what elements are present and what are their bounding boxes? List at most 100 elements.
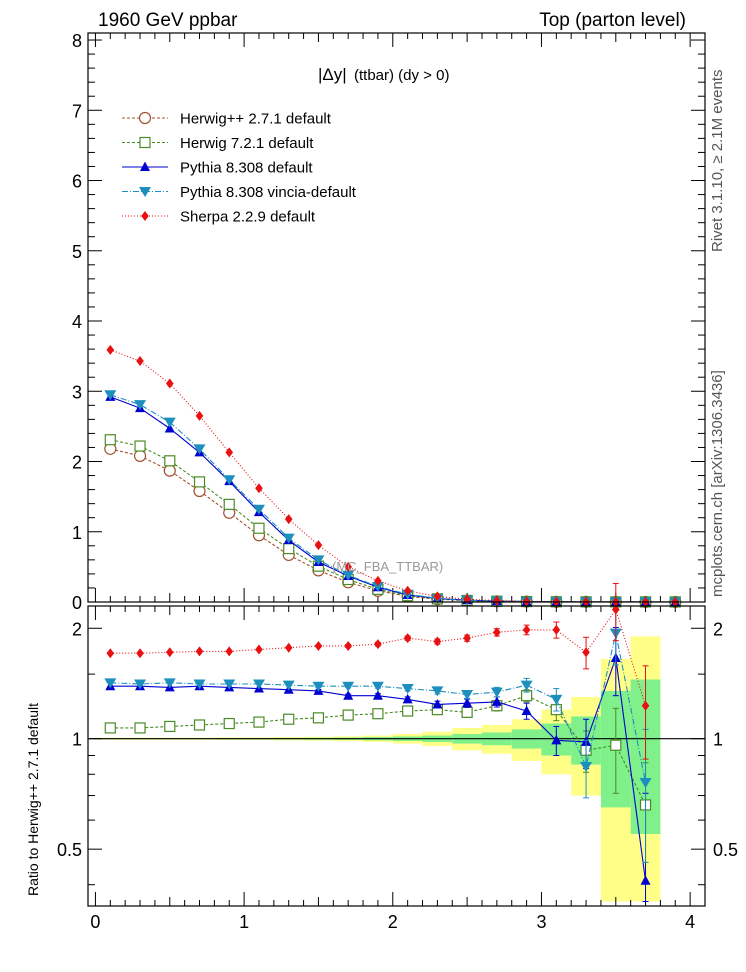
ratio-point (252, 679, 265, 690)
series-line (110, 394, 676, 603)
ratio-point (165, 647, 174, 658)
series-line (110, 439, 676, 603)
legend-entry-herwig-7-2-1-default: Herwig 7.2.1 default (122, 135, 314, 152)
ratio-point (582, 647, 590, 658)
legend-marker (141, 211, 149, 221)
ratio-point (342, 709, 354, 721)
data-point (403, 585, 412, 596)
data-point (134, 400, 147, 411)
y-tick-label: 3 (72, 382, 82, 402)
ratio-point (195, 646, 204, 657)
y-tick-label: 4 (72, 312, 82, 332)
ratio-point (225, 646, 234, 657)
main-plot-frame (87, 32, 706, 603)
data-point (314, 540, 323, 551)
ratio-point (461, 706, 473, 718)
ratio-point (104, 678, 117, 689)
data-point (255, 483, 263, 494)
main-plot: 0 1 2 3 4 5 6 7 8 (72, 31, 706, 613)
ratio-point (193, 719, 206, 731)
data-point (104, 390, 117, 401)
ratio-point (164, 720, 176, 733)
legend-marker (140, 161, 150, 171)
y-tick-label: 6 (72, 172, 82, 192)
ratio-point (193, 679, 206, 690)
data-point (253, 522, 265, 534)
y-tick-label: 0.5 (57, 840, 82, 860)
data-point (374, 575, 382, 586)
data-point (344, 561, 352, 572)
ratio-point (223, 717, 235, 730)
ratio-point (371, 681, 384, 692)
ratio-point (104, 722, 116, 734)
data-point (106, 344, 115, 355)
ratio-point (431, 686, 444, 697)
data-point (284, 514, 293, 525)
data-point (283, 543, 295, 555)
y-tick-label: 2 (72, 619, 82, 639)
ratio-point (461, 689, 474, 700)
data-point (104, 434, 116, 446)
data-point (225, 447, 234, 458)
ratio-point (312, 712, 325, 724)
ratio-point (522, 624, 531, 635)
ratio-point (403, 633, 412, 644)
ratio-point (255, 644, 263, 655)
ratio-point (402, 693, 413, 704)
ratio-point (163, 678, 176, 689)
data-point (164, 422, 175, 433)
ratio-point (610, 739, 622, 751)
ratio-point (520, 680, 533, 691)
ratio-point (433, 636, 442, 647)
ratio-point (401, 684, 414, 695)
data-point (193, 476, 206, 488)
ratio-point (640, 875, 651, 885)
x-tick-label: 3 (536, 912, 546, 932)
plot-title-main: |Δy| (318, 65, 347, 84)
data-point (165, 378, 174, 389)
ratio-point (343, 690, 354, 700)
legend-marker (138, 111, 152, 125)
ratio-point (611, 604, 620, 615)
x-tick-label: 4 (685, 912, 695, 932)
ratio-point (372, 708, 384, 720)
ratio-point (344, 640, 352, 651)
ratio-point (490, 687, 503, 698)
data-point (193, 444, 206, 455)
ratio-point (639, 777, 652, 788)
y-tick-label: 1 (72, 523, 82, 543)
plot-title-sub: (ttbar) (dy > 0) (354, 67, 449, 84)
ratio-point (462, 697, 473, 708)
data-point (312, 555, 325, 566)
ratio-point (402, 705, 414, 717)
legend-label: Pythia 8.308 default (180, 160, 313, 177)
ratio-point (493, 627, 501, 638)
ratio-point (432, 698, 443, 709)
legend-entry-pythia-8-308-default: Pythia 8.308 default (122, 160, 313, 177)
ratio-point (641, 700, 650, 711)
data-point (195, 410, 204, 421)
data-point (522, 596, 531, 607)
x-tick-label: 1 (239, 912, 249, 932)
ratio-point (134, 722, 146, 734)
ratio-point (551, 734, 562, 745)
header-left: 1960 GeV ppbar (98, 10, 238, 31)
ratio-point (521, 705, 532, 715)
data-point (433, 591, 442, 602)
legend-marker (139, 136, 151, 149)
legend-entry-sherpa-2-2-9-default: Sherpa 2.2.9 default (122, 209, 316, 226)
ratio-series-sherpa-2-2-9-default (106, 582, 650, 760)
data-point (223, 498, 235, 510)
ratio-point (314, 640, 323, 651)
analysis-watermark: (MC_FBA_TTBAR) (332, 559, 443, 574)
series-pythia-8-308-vincia-default (104, 390, 682, 608)
ratio-point (342, 681, 355, 692)
y-tick-label: 7 (72, 101, 82, 121)
ratio-point (374, 639, 382, 650)
legend-entry-pythia-8-308-vincia-default: Pythia 8.308 vincia-default (122, 184, 357, 201)
x-tick-label: 0 (90, 912, 100, 932)
data-point (371, 582, 384, 593)
data-point (282, 533, 295, 544)
data-point (493, 595, 501, 606)
